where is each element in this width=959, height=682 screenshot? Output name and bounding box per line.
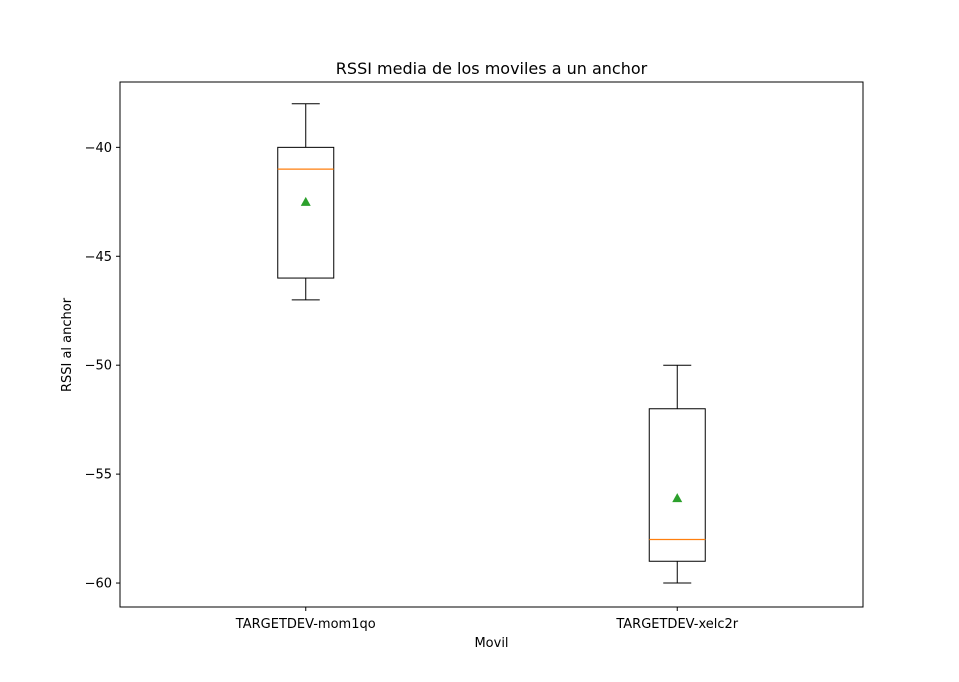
box-iqr bbox=[277, 146, 335, 279]
y-tick-label: −60 bbox=[85, 577, 112, 592]
y-axis-label: RSSI al anchor bbox=[60, 297, 75, 392]
chart-title: RSSI media de los moviles a un anchor bbox=[336, 59, 648, 78]
x-tick-label: TARGETDEV-mom1qo bbox=[235, 617, 376, 632]
y-tick-label: −45 bbox=[85, 250, 112, 265]
plot-area: −60 −55 −50 −45 −40 TARGETDEV-mom1qo TARGETDEV… bbox=[85, 81, 864, 632]
y-tick-label: −55 bbox=[85, 468, 112, 483]
box-iqr bbox=[648, 408, 706, 562]
plot-frame bbox=[119, 81, 864, 608]
x-axis-label: Movil bbox=[474, 636, 508, 651]
mean-marker bbox=[672, 493, 683, 503]
mean-marker bbox=[300, 196, 311, 206]
x-tick-label: TARGETDEV-xelc2r bbox=[615, 617, 738, 632]
y-tick-label: −50 bbox=[85, 359, 112, 374]
y-tick-label: −40 bbox=[85, 141, 112, 156]
